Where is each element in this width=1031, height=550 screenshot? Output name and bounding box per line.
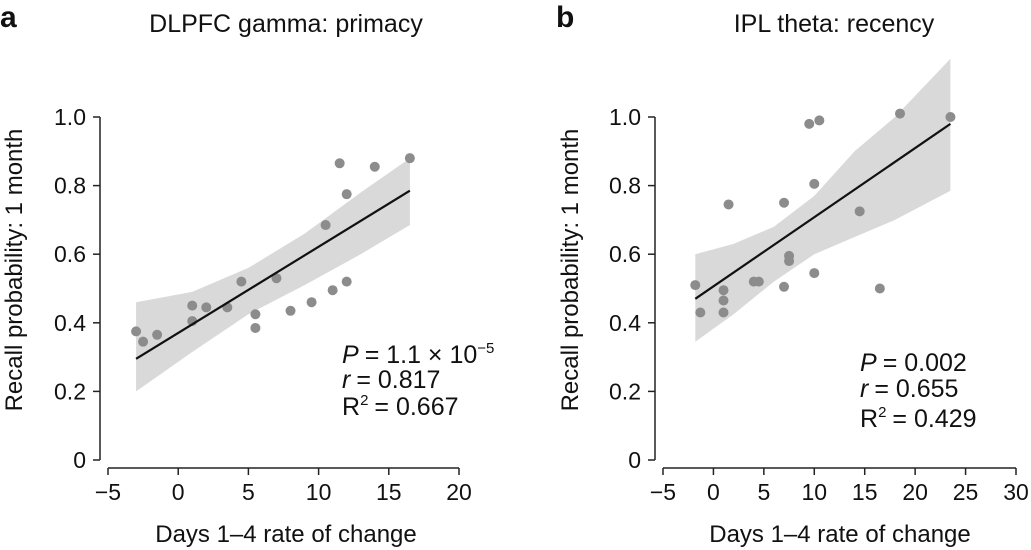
panel-a-data-point xyxy=(236,276,247,287)
panel-b-y-tick-label: 0 xyxy=(628,447,641,473)
panel-b-y-tick-label: 0.4 xyxy=(609,310,641,336)
panel-a-data-point xyxy=(250,309,261,320)
panel-b-confidence-band xyxy=(695,58,951,342)
panel-a-title: DLPFC gamma: primacy xyxy=(149,10,423,38)
panel-b-y-tick-label: 0.6 xyxy=(609,241,641,267)
panel-a-data-point xyxy=(404,153,415,164)
panel-a-data-point xyxy=(341,276,352,287)
panel-b-data-point xyxy=(753,276,764,287)
panel-a-data-point xyxy=(152,329,163,340)
panel-a-y-axis-label: Recall probability: 1 month xyxy=(1,129,28,412)
panel-a-p-value: P = 1.1 × 10−5 xyxy=(342,340,494,369)
panel-b-label: b xyxy=(556,1,574,34)
panel-b-x-tick-label: 15 xyxy=(852,479,878,505)
panel-b-data-point xyxy=(814,115,825,126)
panel-a-data-point xyxy=(187,300,198,311)
panel-b-data-point xyxy=(779,197,790,208)
panel-b-data-point xyxy=(695,307,706,318)
panel-a-data-point xyxy=(131,326,142,337)
panel-b-data-point xyxy=(690,280,701,291)
panel-b-data-point xyxy=(874,283,885,294)
panel-a-x-tick-label: −5 xyxy=(95,479,121,505)
panel-b-y-tick-label: 1.0 xyxy=(609,104,641,130)
panel-a-plot: −5 0 5 10 15 20 0 0.2 0.4 0.6 0.8 1.0 xyxy=(54,104,472,505)
panel-a-x-tick-label: 15 xyxy=(376,479,402,505)
panel-b-p-value: P = 0.002 xyxy=(860,349,967,377)
panel-a-data-point xyxy=(285,305,296,316)
panel-b-x-tick-label: 10 xyxy=(801,479,827,505)
panel-b-title: IPL theta: recency xyxy=(734,10,935,38)
panel-b-y-tick-label: 0.8 xyxy=(609,173,641,199)
panel-a-data-point xyxy=(138,336,149,347)
panel-b-y-axis-label: Recall probability: 1 month xyxy=(557,129,584,412)
panel-a-data-point xyxy=(320,220,331,231)
panel-b-x-tick-label: 0 xyxy=(707,479,720,505)
panel-b-x-tick-label: −5 xyxy=(650,479,676,505)
panel-b-data-point xyxy=(718,285,729,296)
panel-a-data-point xyxy=(271,273,282,284)
panel-b-data-point xyxy=(804,118,815,129)
panel-b-data-point xyxy=(809,268,820,279)
panel-b-data-point xyxy=(723,199,734,210)
panel-b-regression-line xyxy=(694,122,952,300)
panel-b-data-point xyxy=(718,307,729,318)
panel-b-data-point xyxy=(945,112,956,122)
panel-a-y-tick-label: 1.0 xyxy=(54,104,86,130)
panel-b-x-axis-label: Days 1–4 rate of change xyxy=(709,521,971,548)
panel-a-y-tick-label: 0.6 xyxy=(54,241,86,267)
panel-b-data-point xyxy=(779,281,790,292)
panel-a-y-tick-label: 0 xyxy=(73,447,86,473)
panel-a-label: a xyxy=(0,1,17,34)
panel-a-x-tick-label: 0 xyxy=(172,479,185,505)
panel-b-data-point xyxy=(784,256,795,267)
panel-a-data-point xyxy=(327,285,338,296)
panel-a-x-tick-label: 5 xyxy=(242,479,255,505)
panel-a-y-tick-label: 0.8 xyxy=(54,173,86,199)
panel-a-y-tick-label: 0.2 xyxy=(54,378,86,404)
panel-b-y-tick-label: 0.2 xyxy=(609,378,641,404)
panel-b-plot: −5 0 5 10 15 20 25 30 0 0.2 0.4 0.6 0.8 1.0 xyxy=(609,58,1029,505)
panel-b-data-point xyxy=(895,108,906,119)
panel-a-regression-line xyxy=(135,189,411,360)
panel-b-x-tick-label: 20 xyxy=(902,479,928,505)
panel-b-x-tick-label: 25 xyxy=(953,479,979,505)
panel-b-data-point xyxy=(718,295,729,306)
panel-a-x-tick-label: 10 xyxy=(306,479,332,505)
panel-b-x-tick-label: 5 xyxy=(757,479,770,505)
panel-a-r-value: r = 0.817 xyxy=(342,366,440,394)
panel-a-data-point xyxy=(334,158,345,169)
panel-a-x-tick-label: 20 xyxy=(446,479,472,505)
panel-a-data-point xyxy=(369,161,380,172)
panel-b-data-point xyxy=(854,206,865,217)
panel-a-data-point xyxy=(306,297,317,308)
panel-a-x-axis-label: Days 1–4 rate of change xyxy=(155,521,417,548)
panel-a-r2-value: R2 = 0.667 xyxy=(342,392,459,421)
panel-b-r-value: r = 0.655 xyxy=(860,375,958,403)
panel-b-r2-value: R2 = 0.429 xyxy=(860,404,977,433)
panel-a-y-tick-label: 0.4 xyxy=(54,310,86,336)
panel-b-data-point xyxy=(809,178,820,189)
panel-a-data-point xyxy=(250,322,261,333)
panel-b-x-tick-label: 30 xyxy=(1003,479,1029,505)
panel-a-data-point xyxy=(341,189,352,200)
panel-a-data-point xyxy=(201,302,212,313)
